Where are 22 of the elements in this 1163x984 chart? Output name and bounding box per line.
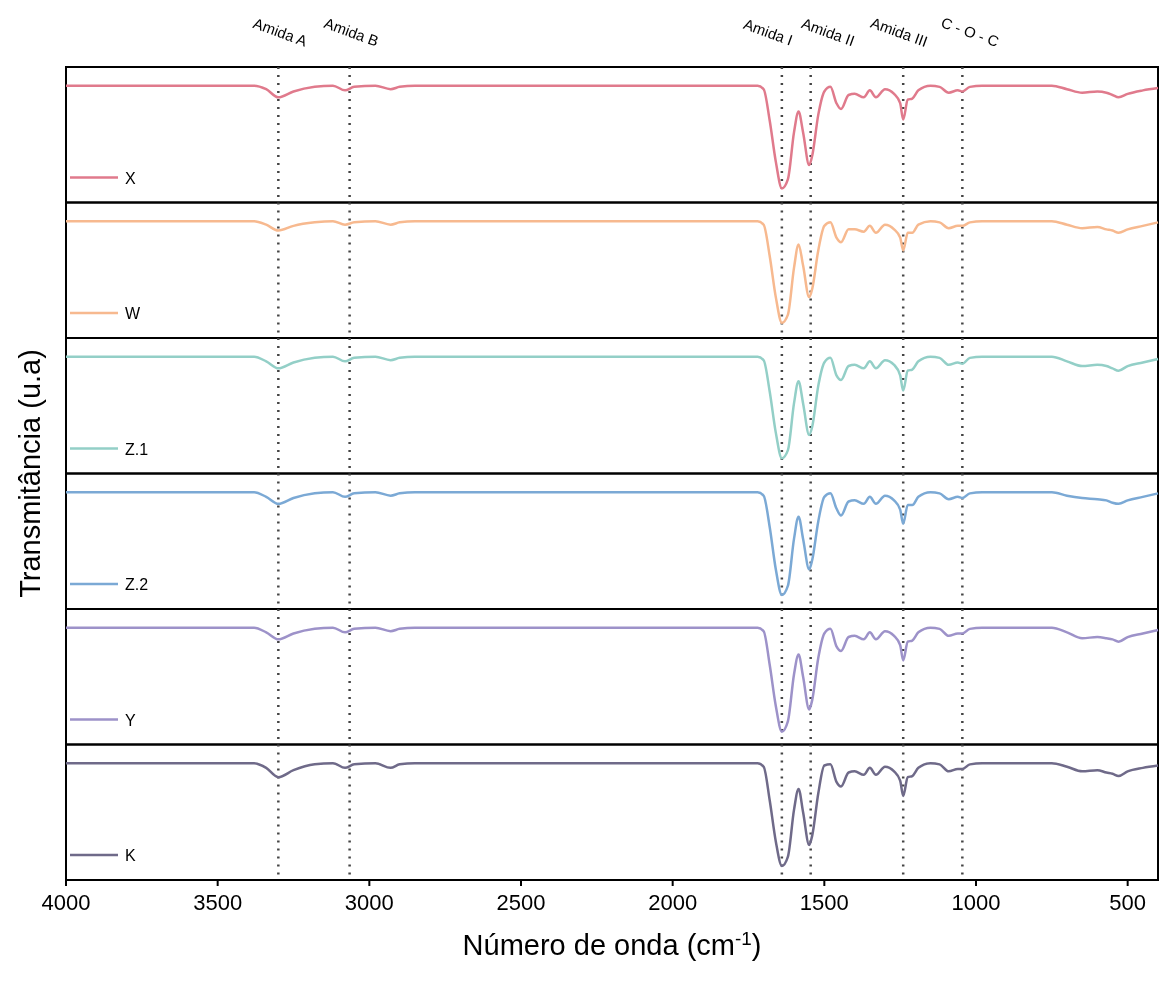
x-tick-label: 2500 (496, 890, 546, 915)
legend-label: X (125, 169, 136, 187)
ref-line-label: Amida II (799, 14, 857, 50)
legend-label: Z.2 (125, 576, 149, 593)
legend-label: W (125, 305, 141, 322)
ref-line-label: C - O - C (938, 13, 1002, 51)
x-axis-title: Número de onda (cm$^{-1}$) (462, 927, 762, 961)
x-tick-label: 1500 (799, 890, 849, 915)
x-tick-label: 4000 (41, 890, 91, 915)
legend-label: Y (125, 711, 136, 729)
legend-label: K (125, 847, 136, 864)
x-tick-label: 2000 (648, 890, 698, 915)
ref-line-label: Amida A (251, 14, 310, 50)
ref-line-label: Amida B (321, 14, 382, 50)
x-tick-label: 3500 (193, 890, 243, 915)
x-tick-label: 500 (1109, 890, 1147, 915)
legend-label: Z.1 (125, 440, 149, 458)
y-axis-title: Transmitância (u.a) (14, 349, 46, 598)
x-tick-label: 1000 (951, 890, 1001, 915)
ref-line-label: Amida III (868, 13, 930, 50)
x-tick-label: 3000 (344, 890, 394, 915)
ref-line-label: Amida I (741, 15, 795, 49)
